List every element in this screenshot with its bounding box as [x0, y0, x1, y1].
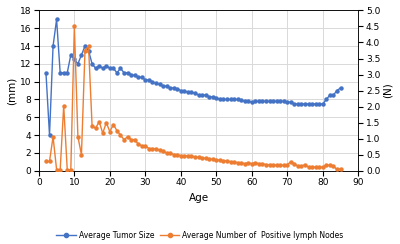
Legend: Average Tumor Size, Average Number of  Positive lymph Nodes: Average Tumor Size, Average Number of Po… — [53, 227, 347, 243]
Y-axis label: (mm): (mm) — [7, 76, 17, 105]
X-axis label: Age: Age — [188, 193, 209, 203]
Y-axis label: (N): (N) — [383, 83, 393, 98]
